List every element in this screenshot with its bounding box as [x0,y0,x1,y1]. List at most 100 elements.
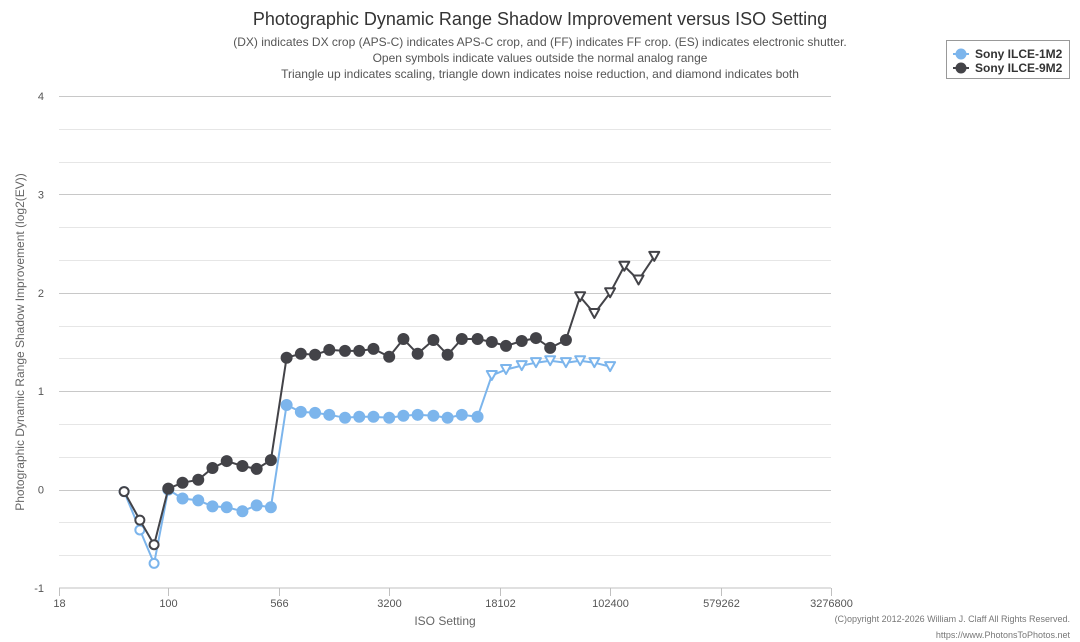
chart-subtitle-line-3: Triangle up indicates scaling, triangle … [281,67,799,81]
y-tick-label: 0 [38,485,44,497]
x-tick-label: 18102 [485,598,516,610]
y-tick-label: 1 [38,386,44,398]
y-tick-label: 3 [38,189,44,201]
data-point [544,341,557,354]
data-point [397,333,410,346]
y-axis-ticks: -1 0 1 2 3 4 [34,91,44,595]
data-point [397,409,410,422]
chart-title: Photographic Dynamic Range Shadow Improv… [253,9,827,29]
data-point [192,473,205,486]
data-point-triangle-down [604,287,617,299]
data-point-triangle-down [574,291,587,303]
data-point [515,335,528,348]
x-tick-label: 3276800 [810,598,853,610]
data-point [309,348,322,361]
data-point [455,408,468,421]
data-point [264,501,277,514]
data-point [250,499,263,512]
grid [59,96,831,556]
data-point [192,494,205,507]
data-point [236,459,249,472]
data-point [264,454,277,467]
data-point-triangle-down [515,360,528,372]
data-point-triangle-down [500,364,513,376]
data-point [339,411,352,424]
data-point [411,408,424,421]
data-point-open [134,514,146,526]
x-tick-label: 102400 [592,598,629,610]
copyright-text: (C)opyright 2012-2026 William J. Claff A… [835,614,1070,624]
x-tick-label: 18 [53,598,65,610]
data-point [250,462,263,475]
data-point [529,332,542,345]
x-tick-label: 100 [159,598,177,610]
y-tick-label: 4 [38,91,44,103]
data-point-triangle-down [574,355,587,367]
y-axis-title: Photographic Dynamic Range Shadow Improv… [13,173,27,511]
data-point-open [118,486,130,498]
data-point [559,334,572,347]
data-point [485,336,498,348]
data-point-open [148,539,160,551]
data-point [441,348,454,361]
legend-marker [955,62,967,74]
data-point [427,409,440,422]
data-point-triangle-down [604,361,617,373]
y-tick-label: -1 [34,583,44,595]
source-url: https://www.PhotonsToPhotos.net [936,630,1071,640]
y-tick-label: 2 [38,288,44,300]
data-point-triangle-down [485,369,498,381]
data-point-triangle-down [618,260,631,272]
data-point-triangle-down [648,250,661,262]
data-point [220,455,233,468]
legend-label: Sony ILCE-1M2 [975,47,1063,61]
data-point [353,344,366,357]
data-point-triangle-down [544,355,557,367]
data-point [220,501,233,514]
data-point [500,339,513,352]
data-point [309,406,322,419]
series-group [118,250,661,569]
data-point [339,344,352,357]
x-axis-ticks: 18 100 566 3200 18102 102400 579262 3276800 [53,588,853,610]
data-point-triangle-down [559,357,572,369]
data-point [427,334,440,347]
data-point [176,492,189,505]
x-tick-label: 579262 [703,598,740,610]
legend-box [946,40,1070,79]
data-point [162,482,175,495]
data-point [367,342,380,355]
data-point [236,505,249,518]
data-point-triangle-down [588,357,601,369]
data-point [206,500,219,513]
data-point [176,476,189,489]
data-point [411,347,424,360]
data-point-triangle-down [588,307,601,319]
data-point [294,405,307,418]
data-point [471,333,484,346]
data-point-triangle-down [529,357,542,369]
chart-subtitle-line-2: Open symbols indicate values outside the… [373,51,708,65]
data-point [471,410,484,423]
data-point [441,411,454,424]
series-line-1 [123,359,611,567]
data-point-open [148,557,160,569]
data-point [383,411,396,424]
x-tick-label: 3200 [377,598,401,610]
data-point [280,398,293,411]
x-tick-label: 566 [270,598,288,610]
data-point [323,408,336,421]
x-axis-title: ISO Setting [414,614,475,628]
legend-marker [955,48,967,60]
data-point [455,333,468,346]
legend-label: Sony ILCE-9M2 [975,61,1063,75]
data-point [294,347,307,360]
chart-subtitle-line-1: (DX) indicates DX crop (APS-C) indicates… [233,35,847,49]
data-point [367,410,380,423]
data-point [353,410,366,423]
data-point [206,461,219,474]
data-point [280,351,293,364]
